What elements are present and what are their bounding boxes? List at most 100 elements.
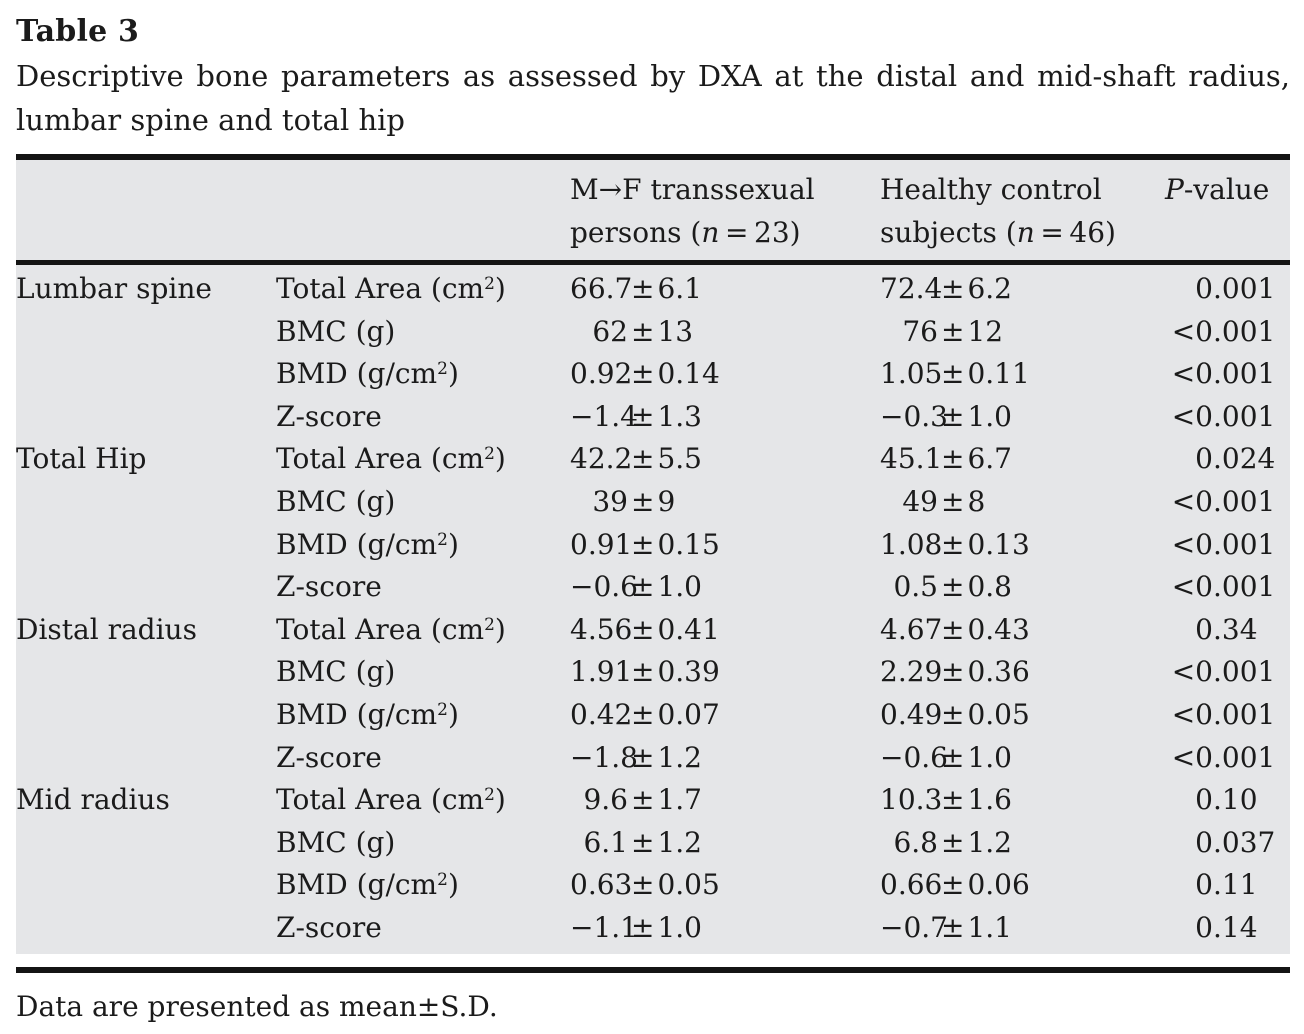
- p-value-integer: <0: [1171, 740, 1213, 774]
- header-hc-line1: Healthy control: [880, 173, 1102, 206]
- hc-sd: 6.2: [967, 272, 1012, 305]
- table-row: BMD (g/cm2) 0.92± 0.14 1.05± 0.11 <0.001: [16, 353, 1290, 396]
- hc-mean: 2.29: [880, 655, 943, 689]
- hc-mean: −0.7: [880, 910, 948, 944]
- table-row: Distal radius Total Area (cm2) 4.56± 0.41…: [16, 609, 1290, 652]
- plus-minus-symbol: ±: [631, 357, 655, 391]
- mf-value-cell: 39 ±9: [570, 481, 880, 524]
- plus-minus-symbol: ±: [941, 655, 965, 689]
- mf-sd: 0.07: [657, 697, 720, 731]
- mf-sd: 0.05: [657, 868, 720, 902]
- mf-value-cell: 1.91± 0.39: [570, 651, 880, 694]
- mf-sd: 1.3: [657, 399, 702, 433]
- parameter-tail: ): [447, 697, 459, 731]
- mf-sd: 0.41: [657, 612, 720, 646]
- parameter-tail: ): [447, 868, 459, 902]
- hc-mean: 49: [902, 484, 938, 518]
- parameter-tail: ): [494, 442, 506, 476]
- region-label: [16, 651, 276, 694]
- mf-sd: 0.14: [657, 357, 720, 391]
- table-panel: M→F transsexual persons (n = 23) Healthy…: [16, 160, 1290, 954]
- parameter-base: Total Area (cm: [276, 442, 485, 476]
- hc-sd: 0.13: [967, 527, 1030, 561]
- parameter-base: Z-score: [276, 570, 382, 604]
- plus-minus-symbol: ±: [941, 357, 965, 391]
- mf-mean: 62: [592, 314, 628, 348]
- parameter-label: BMD (g/cm2): [276, 524, 570, 567]
- p-value-decimals: .024: [1213, 442, 1276, 476]
- hc-sd: 1.0: [967, 399, 1012, 433]
- hc-sd: 1.6: [967, 783, 1012, 817]
- hc-sd: 8: [967, 484, 986, 518]
- mf-sd: 0.15: [657, 527, 720, 561]
- table-row: Z-score −0.6± 1.0 0.5 ±0.8 <0.001: [16, 566, 1290, 609]
- plus-minus-symbol: ±: [631, 399, 655, 433]
- mf-value-cell: 0.42± 0.07: [570, 694, 880, 737]
- parameter-tail: ): [494, 783, 506, 817]
- p-value-integer: <0: [1171, 399, 1213, 433]
- header-mf-column: M→F transsexual persons (n = 23): [570, 168, 880, 254]
- table-row: Z-score −1.1± 1.0 −0.7± 1.1 0.14: [16, 907, 1290, 950]
- header-hc-line2-pre: subjects (: [880, 216, 1017, 249]
- plus-minus-symbol: ±: [631, 612, 655, 646]
- hc-mean: −0.6: [880, 740, 948, 774]
- mf-mean: −0.6: [570, 570, 638, 604]
- mf-sd: 1.0: [657, 910, 702, 944]
- parameter-base: Z-score: [276, 910, 382, 944]
- mf-value-cell: 0.91± 0.15: [570, 524, 880, 567]
- plus-minus-symbol: ±: [631, 868, 655, 902]
- region-label: [16, 864, 276, 907]
- p-value-integer: <0: [1171, 697, 1213, 731]
- p-value-integer: 0: [1195, 868, 1213, 902]
- mf-sd: 9: [657, 484, 676, 518]
- mf-mean: 0.63: [570, 868, 633, 902]
- table-body: Lumbar spine Total Area (cm2) 66.7± 6.1 7…: [16, 265, 1290, 954]
- hc-sd: 0.43: [967, 612, 1030, 646]
- region-label: Lumbar spine: [16, 272, 212, 305]
- parameter-base: Total Area (cm: [276, 783, 485, 817]
- plus-minus-symbol: ±: [631, 272, 655, 305]
- table-caption: Descriptive bone parameters as assessed …: [16, 59, 1290, 137]
- hc-mean: 1.05: [880, 357, 943, 391]
- hc-mean: 10.3: [880, 783, 943, 817]
- p-value-decimals: .001: [1213, 527, 1276, 561]
- plus-minus-symbol: ±: [941, 442, 965, 476]
- p-value-decimals: .001: [1213, 357, 1276, 391]
- parameter-superscript: 2: [437, 870, 448, 891]
- mf-value-cell: 66.7± 6.1: [570, 268, 880, 311]
- hc-sd: 0.06: [967, 868, 1030, 902]
- mf-mean: −1.8: [570, 740, 638, 774]
- p-value-cell: 0.001: [1165, 268, 1290, 311]
- region-label: [16, 396, 276, 439]
- hc-mean: 4.67: [880, 612, 943, 646]
- plus-minus-symbol: ±: [941, 484, 965, 518]
- plus-minus-symbol: ±: [631, 783, 655, 817]
- mf-mean: 9.6: [583, 783, 628, 817]
- header-mf-line1: M→F transsexual: [570, 173, 815, 206]
- table-row: BMC (g) 39 ±9 49 ±8 <0.001: [16, 481, 1290, 524]
- mf-mean: −1.4: [570, 399, 638, 433]
- p-value-integer: 0: [1195, 910, 1213, 944]
- parameter-base: BMC (g): [276, 655, 396, 689]
- hc-mean: 6.8: [893, 825, 938, 859]
- parameter-base: Z-score: [276, 399, 382, 433]
- hc-sd: 1.1: [967, 910, 1012, 944]
- mf-value-cell: 0.92± 0.14: [570, 353, 880, 396]
- plus-minus-symbol: ±: [941, 527, 965, 561]
- mf-value-cell: −0.6± 1.0: [570, 566, 880, 609]
- header-mf-line2: persons (n = 23): [570, 211, 880, 254]
- header-pvalue-column: P-value: [1165, 168, 1290, 254]
- p-value-decimals: .001: [1213, 570, 1276, 604]
- p-value-cell: 0.10: [1165, 779, 1290, 822]
- hc-mean: 1.08: [880, 527, 943, 561]
- hc-sd: 0.11: [967, 357, 1030, 391]
- plus-minus-symbol: ±: [941, 314, 965, 348]
- hc-value-cell: 1.08± 0.13: [880, 524, 1165, 567]
- mf-value-cell: −1.4± 1.3: [570, 396, 880, 439]
- table-row: Z-score −1.8± 1.2 −0.6± 1.0 <0.001: [16, 737, 1290, 780]
- mf-mean: 4.56: [570, 612, 633, 646]
- hc-sd: 0.36: [967, 655, 1030, 689]
- mf-value-cell: 0.63± 0.05: [570, 864, 880, 907]
- parameter-label: BMC (g): [276, 481, 570, 524]
